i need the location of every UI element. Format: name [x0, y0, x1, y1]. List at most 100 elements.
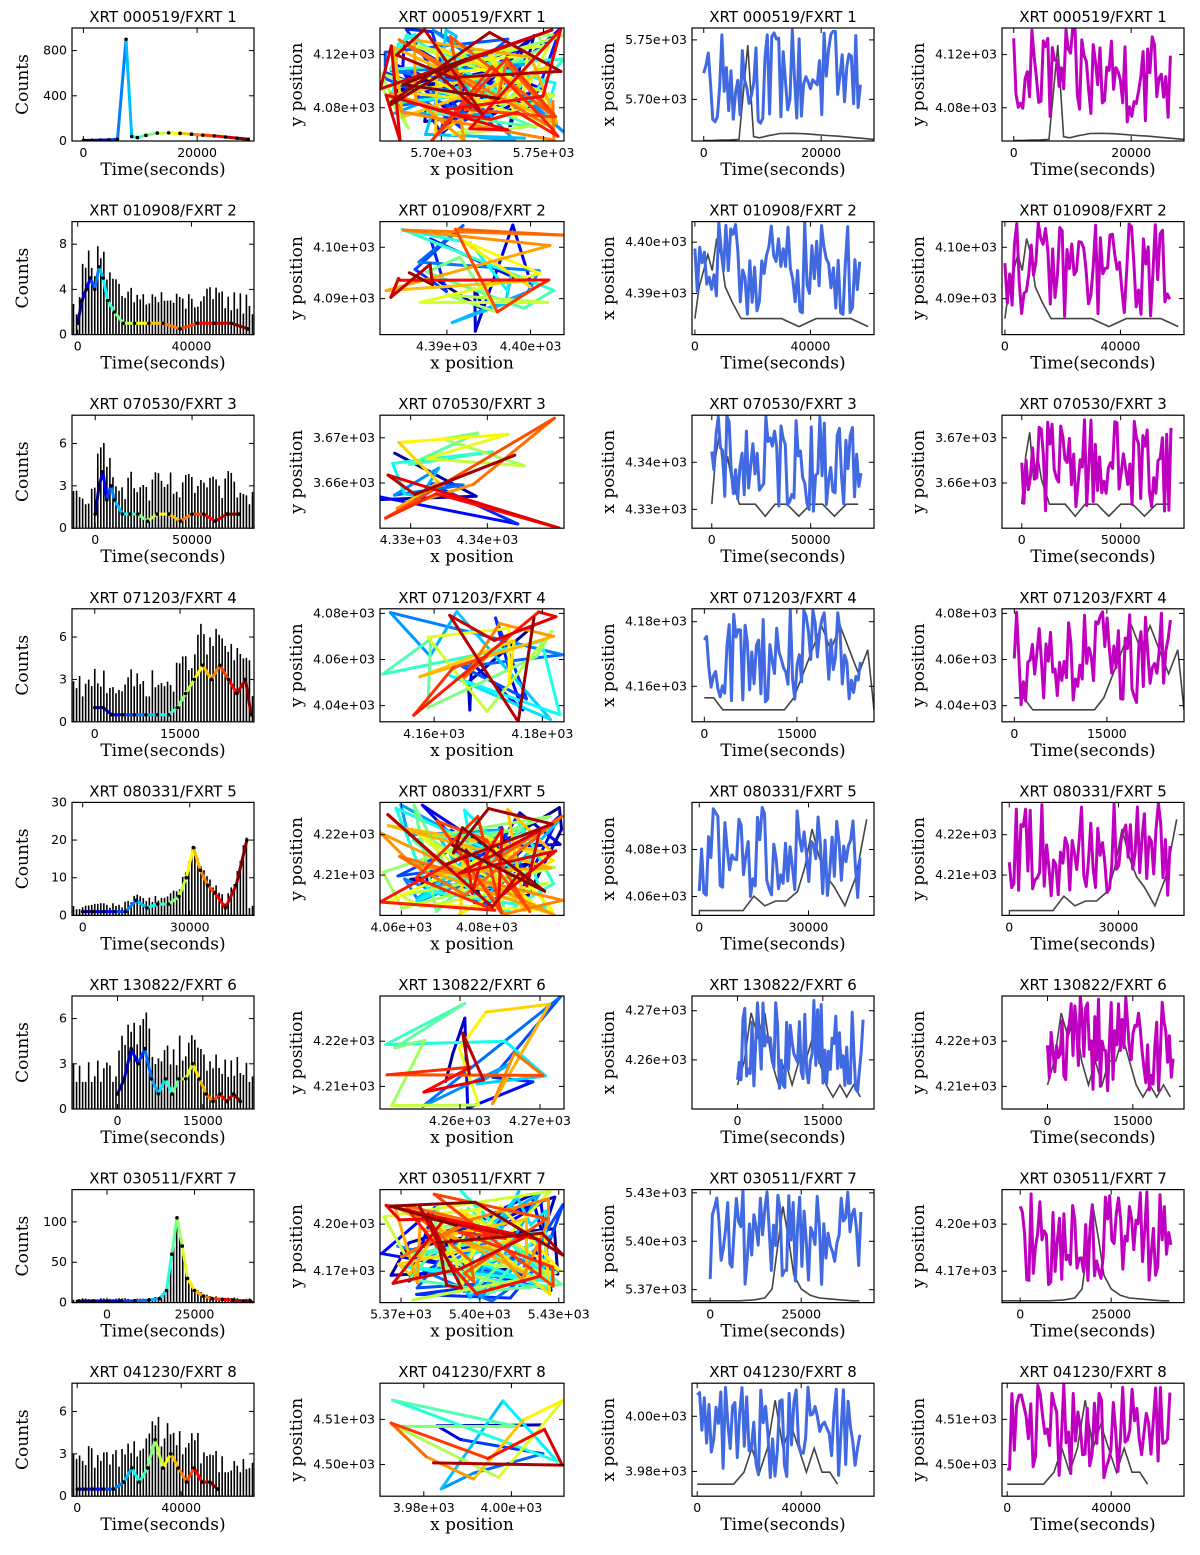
light-curve-segment — [175, 692, 188, 710]
position-track-segment — [393, 1001, 467, 1050]
data-point — [177, 1077, 181, 1081]
data-point — [75, 1487, 79, 1491]
axes-frame — [379, 1188, 565, 1304]
x-tick-label: 5.37e+03 — [370, 1307, 432, 1322]
data-point — [220, 1297, 225, 1302]
light-curve-segment — [177, 876, 188, 899]
position-track-segment — [486, 1427, 546, 1460]
x-tick-label: 4.06e+03 — [370, 919, 432, 934]
y-axis-label: y position — [287, 43, 307, 128]
light-curve-segment — [113, 498, 124, 516]
position-track-segment — [491, 996, 562, 1079]
axes-frame — [691, 608, 875, 723]
position-track-segment — [390, 1398, 519, 1429]
data-point — [212, 891, 217, 895]
x-axis-label: x position — [430, 354, 514, 374]
y-axis-label: y position — [909, 817, 929, 902]
data-point — [235, 136, 239, 140]
data-point — [241, 1299, 246, 1303]
y-tick-label: 5.43e+03 — [625, 1185, 687, 1200]
x-tick-label: 15000 — [160, 726, 200, 741]
position-track-segment — [382, 1215, 407, 1256]
y-position-panel: 0 25000 4.17e+03 4.20e+03 XRT 030511/FXRT 7 T… — [909, 1170, 1185, 1342]
axes-frame — [1001, 995, 1185, 1110]
position-track-segment — [389, 1421, 490, 1460]
x-tick-label: 0 — [1044, 1113, 1052, 1128]
x-axis-label: Time(seconds) — [100, 934, 225, 954]
data-point — [91, 1487, 95, 1491]
light-curve-segment — [243, 677, 253, 717]
x-tick-label: 5.70e+03 — [410, 145, 472, 160]
light-curve-segment — [191, 1062, 201, 1081]
position-track-segment — [389, 262, 432, 299]
data-point — [92, 705, 97, 710]
light-curve-panel: 0 50000 0 3 6 XRT 070530/FXRT 3 Time(seconds) C… — [13, 395, 255, 567]
x-axis-label: Time(seconds) — [720, 1322, 845, 1342]
x-tick-label: 30000 — [170, 919, 210, 934]
data-point — [189, 132, 194, 137]
data-point — [91, 1299, 95, 1303]
position-track-segment — [492, 45, 547, 72]
data-point — [137, 1480, 142, 1484]
position-track-segment — [463, 1271, 476, 1284]
x-tick-label: 0 — [103, 1307, 111, 1322]
y-tick-label: 4.26e+03 — [625, 1052, 687, 1067]
x-tick-label: 4.33e+03 — [380, 532, 442, 547]
light-curve-segment — [198, 868, 210, 887]
light-curve-segment — [153, 1438, 165, 1470]
x-tick-label: 5.43e+03 — [528, 1307, 590, 1322]
x-tick-label: 0 — [1016, 1307, 1024, 1322]
light-curve-panel: 0 15000 0 3 6 XRT 071203/FXRT 4 Time(seconds) C… — [13, 589, 255, 761]
x-axis-label: Time(seconds) — [720, 741, 845, 761]
position-track-segment — [498, 622, 556, 638]
light-curve-segment — [101, 470, 109, 502]
position-track-segment — [448, 613, 496, 642]
y-tick-label: 6 — [59, 1011, 67, 1026]
data-point — [146, 321, 151, 326]
position-track-segment — [501, 1399, 559, 1463]
y-axis-label: Counts — [13, 635, 33, 696]
data-point — [143, 1046, 147, 1051]
position-track-segment — [468, 28, 563, 131]
position-track-segment — [422, 1065, 473, 1094]
data-point — [223, 906, 228, 910]
position-track-segment — [472, 1418, 525, 1481]
y-tick-label: 4.08e+03 — [935, 605, 997, 620]
data-point — [170, 1092, 174, 1096]
position-track-segment — [384, 416, 556, 520]
position-track-segment — [442, 822, 554, 867]
position-track-segment — [388, 57, 469, 107]
light-curve-segment — [124, 898, 138, 914]
data-point — [223, 135, 228, 139]
data-point — [236, 512, 241, 516]
x-tick-label: 0 — [91, 532, 99, 547]
light-curve-panel: 0 25000 0 50 100 XRT 030511/FXRT 7 Time(second… — [13, 1170, 255, 1342]
light-curve-segment — [80, 287, 88, 303]
position-track — [702, 28, 862, 125]
y-tick-label: 4.10e+03 — [935, 239, 997, 254]
position-track-segment — [474, 1274, 542, 1295]
position-track-segment — [539, 639, 562, 717]
axes-frame — [691, 414, 875, 529]
x-tick-label: 40000 — [1091, 1500, 1131, 1515]
position-track-segment — [460, 826, 547, 893]
light-curve-segment — [192, 1466, 204, 1484]
y-tick-label: 4.22e+03 — [313, 827, 375, 842]
data-point — [211, 1099, 215, 1104]
light-curve-segment — [202, 512, 217, 523]
light-curve-segment — [93, 265, 101, 291]
position-track-segment — [473, 287, 477, 333]
panel-title: XRT 000519/FXRT 1 — [1019, 8, 1167, 26]
data-point — [136, 1062, 140, 1066]
y-axis-label: y position — [909, 1204, 929, 1289]
y-axis-label: Counts — [13, 1022, 33, 1083]
position-track-segment — [395, 28, 427, 57]
axes-frame — [691, 221, 875, 336]
data-point — [91, 909, 96, 914]
data-point — [121, 321, 125, 326]
data-point — [163, 1077, 168, 1081]
light-curve-segment — [177, 1466, 188, 1484]
plot-area — [72, 1416, 254, 1497]
position-track-segment — [389, 44, 402, 141]
position-track-segment — [385, 1065, 473, 1077]
